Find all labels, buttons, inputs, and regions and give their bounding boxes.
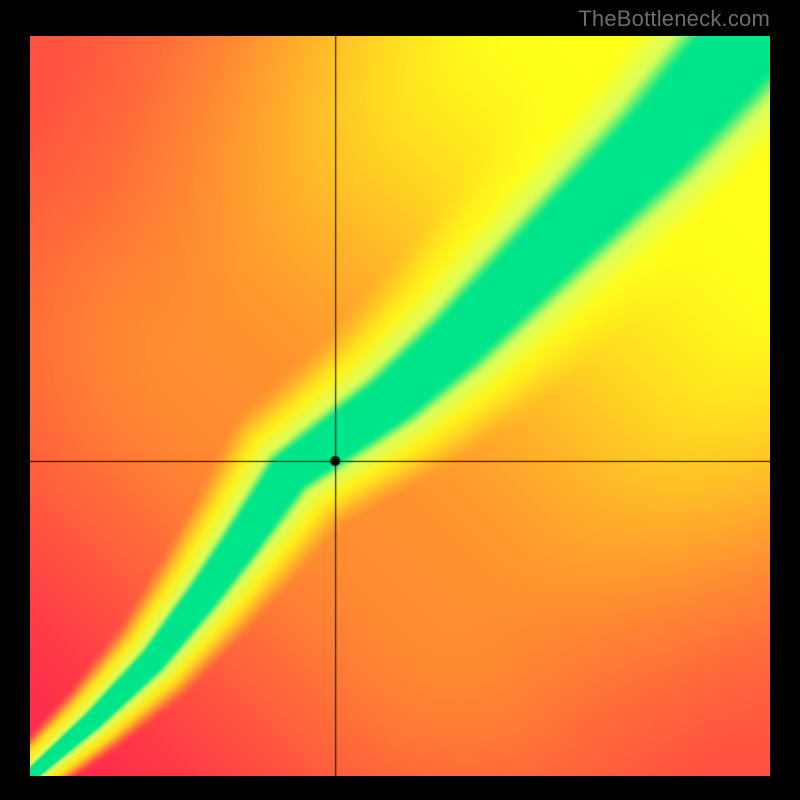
- watermark-text: TheBottleneck.com: [578, 6, 770, 32]
- heatmap-plot: [30, 36, 770, 776]
- heatmap-canvas: [30, 36, 770, 776]
- chart-container: TheBottleneck.com: [0, 0, 800, 800]
